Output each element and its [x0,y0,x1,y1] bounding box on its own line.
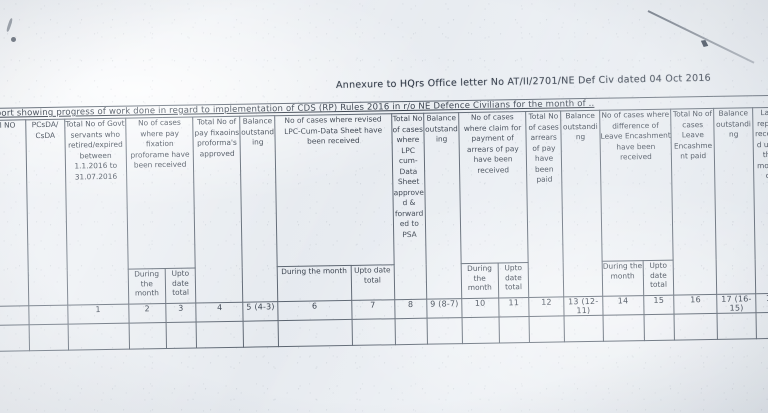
column-number-cell: 15 [643,295,675,315]
table-cell[interactable] [394,318,428,345]
subheader-during-month-2: During the month [277,265,352,302]
table-cell[interactable] [129,322,167,350]
column-number-cell: 13 (12-11) [563,296,603,316]
col-header-sl-no: Sl NO [0,119,29,307]
subheader-upto-date-total-4: Upto date total [642,260,675,296]
table-cell[interactable] [602,314,645,342]
table-cell[interactable] [67,323,130,351]
col-header-arrears-claim-received: No of cases where claim for payment of a… [458,111,529,264]
column-number-cell: 10 [461,297,499,318]
column-number-cell: 5 (4-3) [243,301,279,322]
table-cell[interactable] [461,316,500,344]
subheader-upto-date-total-2: Upto date total [350,264,395,301]
scan-speck-secondary-icon [11,37,16,42]
table-cell[interactable] [0,324,30,352]
column-number-cell: 8 [394,299,428,319]
subheader-during-month-3: During the month [461,263,499,299]
col-header-pay-fixation-received: No of cases where pay fixation proforame… [125,117,196,270]
table-cell[interactable] [643,314,675,341]
column-number-cell: 18 [755,293,768,313]
progress-report-table-container: Report showing progress of work done in … [0,95,768,352]
table-cell[interactable] [529,315,565,343]
col-header-lpc-approved: Total No of cases where LPC cum-Data She… [391,113,427,300]
col-header-total-retired: Total No of Govt servants who retired/ex… [64,118,129,306]
table-cell[interactable] [674,313,718,341]
col-header-leave-encashment-received: No of cases where difference of Leave En… [599,109,674,262]
table-cell[interactable] [243,320,279,348]
subheader-upto-date-total-1: Upto date total [164,268,197,304]
table-cell[interactable] [196,321,244,349]
column-number-cell: 11 [498,297,530,317]
table-cell[interactable] [165,322,197,349]
table-cell[interactable] [427,317,463,345]
col-header-pay-fixation-approved: Total No of pay fixaoins proforma's appr… [193,116,244,304]
column-number-cell: 7 [351,299,395,320]
column-number-cell: 9 (8-7) [426,298,462,319]
table-cell[interactable] [756,312,768,339]
col-header-balance-outstanding-4: Balance outstanding [713,107,756,295]
col-header-lpc-received: No of cases where revised LPC-Cum-Data S… [274,113,394,267]
col-header-last-report: Last report received upto the month of [752,107,768,294]
col-header-balance-outstanding-3: Balance outstanding [560,110,603,297]
column-number-cell: 6 [277,300,352,321]
progress-report-table: Report showing progress of work done in … [0,95,768,352]
col-header-balance-outstanding-1: Balance outstanding [240,115,278,303]
col-header-arrears-paid: Total No of cases arrears of pay have be… [525,110,564,298]
column-number-cell: 12 [529,296,565,317]
table-cell[interactable] [498,316,530,343]
subheader-upto-date-total-3: Upto date total [497,262,530,298]
column-number-cell: 1 [67,304,130,325]
column-number-cell [0,305,29,326]
table-cell[interactable] [28,324,69,351]
column-number-cell: 14 [602,295,644,316]
column-number-cell: 17 (16-15) [716,293,757,314]
column-number-cell: 3 [165,303,197,323]
subheader-during-month-1: During the month [128,268,166,305]
column-number-cell: 2 [128,303,166,324]
column-number-cell [28,305,68,325]
table-header-row: Sl NO PCsDA/ CsDA Total No of Govt serva… [0,107,768,307]
col-header-leave-encashment-paid: Total No of cases Leave Encashme nt paid [670,108,717,296]
table-cell[interactable] [717,312,757,340]
table-cell[interactable] [564,315,604,342]
subheader-during-month-4: During the month [601,260,644,297]
table-cell[interactable] [351,318,395,346]
column-number-cell: 16 [674,294,718,315]
col-header-balance-outstanding-2: Balance outstanding [423,112,462,300]
table-cell[interactable] [278,319,353,347]
column-number-cell: 4 [196,302,244,323]
col-header-pcsda-csda: PCsDA/ CsDA [25,119,68,306]
